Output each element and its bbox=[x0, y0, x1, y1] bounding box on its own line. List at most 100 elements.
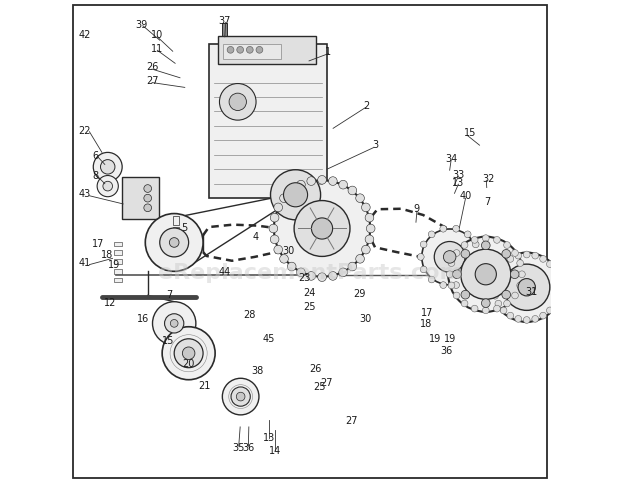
Circle shape bbox=[269, 224, 278, 233]
Circle shape bbox=[348, 262, 356, 271]
Circle shape bbox=[97, 175, 118, 197]
Circle shape bbox=[461, 300, 468, 307]
Circle shape bbox=[453, 250, 460, 256]
Text: 10: 10 bbox=[151, 30, 164, 40]
Text: 18: 18 bbox=[420, 319, 433, 329]
Circle shape bbox=[160, 228, 188, 257]
Circle shape bbox=[280, 194, 288, 202]
Text: 17: 17 bbox=[92, 239, 104, 249]
Text: 38: 38 bbox=[251, 366, 263, 376]
Circle shape bbox=[523, 251, 530, 258]
Circle shape bbox=[503, 300, 510, 307]
Circle shape bbox=[440, 282, 446, 288]
Text: 31: 31 bbox=[525, 287, 538, 297]
Circle shape bbox=[174, 339, 203, 368]
Bar bbox=[114, 259, 122, 264]
Circle shape bbox=[219, 84, 256, 120]
Text: 27: 27 bbox=[346, 416, 358, 426]
Circle shape bbox=[307, 177, 316, 185]
Bar bbox=[223, 23, 227, 45]
Circle shape bbox=[270, 213, 279, 222]
Circle shape bbox=[546, 307, 553, 314]
Text: 23: 23 bbox=[298, 272, 311, 283]
Circle shape bbox=[492, 292, 498, 299]
Text: 27: 27 bbox=[146, 76, 158, 86]
Circle shape bbox=[317, 175, 326, 184]
Bar bbox=[173, 216, 179, 225]
Circle shape bbox=[503, 242, 510, 248]
Circle shape bbox=[507, 256, 514, 262]
Circle shape bbox=[482, 307, 489, 314]
Circle shape bbox=[453, 226, 459, 232]
Text: 25: 25 bbox=[313, 382, 326, 392]
Circle shape bbox=[420, 241, 427, 248]
Circle shape bbox=[307, 271, 316, 280]
Circle shape bbox=[440, 226, 446, 232]
Circle shape bbox=[296, 180, 305, 189]
Circle shape bbox=[490, 284, 497, 291]
Text: 44: 44 bbox=[218, 267, 231, 277]
Circle shape bbox=[164, 314, 184, 333]
Text: 16: 16 bbox=[137, 313, 149, 324]
Text: 9: 9 bbox=[414, 204, 420, 214]
Circle shape bbox=[546, 261, 553, 268]
Circle shape bbox=[274, 245, 283, 254]
Circle shape bbox=[448, 260, 455, 267]
Circle shape bbox=[492, 253, 561, 322]
Circle shape bbox=[507, 312, 514, 319]
Circle shape bbox=[532, 252, 539, 259]
Circle shape bbox=[274, 180, 370, 277]
Circle shape bbox=[329, 271, 337, 280]
Circle shape bbox=[471, 237, 478, 243]
Circle shape bbox=[329, 177, 337, 185]
Text: 26: 26 bbox=[146, 62, 158, 72]
Circle shape bbox=[475, 264, 497, 285]
Circle shape bbox=[495, 300, 502, 307]
Circle shape bbox=[475, 254, 482, 260]
Text: 7: 7 bbox=[484, 197, 490, 207]
Circle shape bbox=[523, 317, 530, 324]
Bar bbox=[114, 278, 122, 283]
Circle shape bbox=[482, 241, 490, 250]
Text: 11: 11 bbox=[151, 44, 164, 54]
Circle shape bbox=[472, 266, 479, 273]
Circle shape bbox=[516, 260, 523, 267]
Circle shape bbox=[500, 261, 507, 268]
Text: 4: 4 bbox=[253, 232, 259, 242]
Circle shape bbox=[552, 268, 559, 274]
Text: 8: 8 bbox=[92, 170, 99, 181]
Circle shape bbox=[515, 252, 521, 259]
Circle shape bbox=[472, 241, 479, 248]
Text: 45: 45 bbox=[263, 334, 275, 344]
Circle shape bbox=[361, 203, 370, 212]
Text: 28: 28 bbox=[244, 310, 256, 320]
Text: 12: 12 bbox=[104, 298, 117, 308]
Circle shape bbox=[461, 290, 470, 299]
Circle shape bbox=[556, 284, 563, 291]
Bar bbox=[114, 250, 122, 255]
Circle shape bbox=[518, 271, 525, 278]
Text: 20: 20 bbox=[182, 359, 195, 369]
Text: 32: 32 bbox=[482, 174, 494, 184]
Text: 40: 40 bbox=[459, 191, 472, 201]
Circle shape bbox=[288, 186, 296, 195]
Circle shape bbox=[317, 273, 326, 282]
Circle shape bbox=[311, 218, 333, 239]
Circle shape bbox=[503, 264, 550, 311]
Text: 33: 33 bbox=[452, 170, 464, 180]
Text: 7: 7 bbox=[166, 290, 172, 300]
Circle shape bbox=[361, 245, 370, 254]
Circle shape bbox=[144, 194, 151, 202]
Text: 36: 36 bbox=[242, 442, 254, 453]
Circle shape bbox=[366, 224, 375, 233]
Circle shape bbox=[512, 250, 518, 256]
Circle shape bbox=[434, 242, 465, 272]
Circle shape bbox=[270, 170, 321, 220]
Bar bbox=[173, 227, 179, 236]
Text: 29: 29 bbox=[353, 288, 365, 298]
Circle shape bbox=[464, 231, 471, 238]
Circle shape bbox=[516, 282, 523, 289]
Circle shape bbox=[365, 213, 374, 222]
Text: 17: 17 bbox=[421, 308, 433, 318]
Circle shape bbox=[145, 213, 203, 271]
